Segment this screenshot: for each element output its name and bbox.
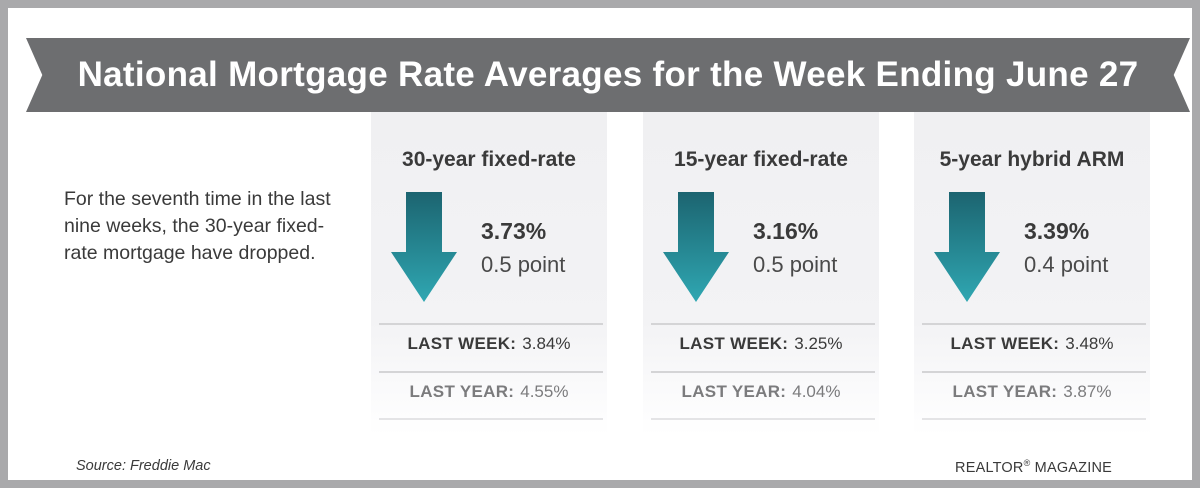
current-rate: 3.39%	[1024, 218, 1090, 244]
last-year-label: LAST YEAR:	[409, 382, 515, 401]
rate-change: 0.5 point	[753, 252, 838, 277]
down-arrow-icon	[391, 192, 457, 302]
rate-card-5-year-arm: 5-year hybrid ARM 3.39% 0.4 point LAST W…	[914, 112, 1150, 436]
publisher-suffix: MAGAZINE	[1030, 459, 1112, 476]
last-week-label: LAST WEEK:	[407, 334, 517, 353]
last-week-label: LAST WEEK:	[679, 334, 789, 353]
last-week-value: 3.84%	[522, 334, 571, 353]
rate-change: 0.5 point	[481, 252, 566, 277]
divider	[651, 371, 875, 373]
divider	[379, 323, 603, 325]
last-year-row: LAST YEAR: 3.87%	[914, 382, 1150, 402]
card-title: 30-year fixed-rate	[402, 148, 576, 171]
rate-card-15-year: 15-year fixed-rate 3.16% 0.5 point LAST …	[643, 112, 879, 436]
current-rate: 3.73%	[481, 218, 547, 244]
publisher-credit: REALTOR® MAGAZINE	[955, 458, 1112, 476]
rate-change: 0.4 point	[1024, 252, 1109, 277]
divider	[379, 418, 603, 420]
source-note: Source: Freddie Mac	[76, 458, 211, 474]
intro-text: For the seventh time in the last nine we…	[64, 188, 331, 264]
down-arrow-icon	[934, 192, 1000, 302]
publisher-name: REALTOR	[955, 459, 1024, 476]
last-week-row: LAST WEEK: 3.48%	[914, 334, 1150, 354]
divider	[379, 371, 603, 373]
down-arrow-icon	[663, 192, 729, 302]
last-year-value: 3.87%	[1063, 382, 1112, 401]
last-week-row: LAST WEEK: 3.84%	[371, 334, 607, 354]
current-rate: 3.16%	[753, 218, 819, 244]
divider	[651, 418, 875, 420]
last-year-row: LAST YEAR: 4.55%	[371, 382, 607, 402]
page-title: National Mortgage Rate Averages for the …	[77, 55, 1139, 94]
divider	[651, 323, 875, 325]
rate-card-30-year: 30-year fixed-rate 3.73% 0.5 point LAST …	[371, 112, 607, 436]
divider	[922, 418, 1146, 420]
last-year-label: LAST YEAR:	[952, 382, 1058, 401]
last-year-value: 4.04%	[792, 382, 841, 401]
last-week-value: 3.48%	[1065, 334, 1114, 353]
last-year-value: 4.55%	[520, 382, 569, 401]
title-banner	[26, 38, 1190, 112]
divider	[922, 323, 1146, 325]
registered-mark: ®	[1023, 458, 1031, 468]
card-title: 15-year fixed-rate	[674, 148, 848, 171]
last-year-label: LAST YEAR:	[681, 382, 787, 401]
last-week-value: 3.25%	[794, 334, 843, 353]
last-week-label: LAST WEEK:	[950, 334, 1060, 353]
last-week-row: LAST WEEK: 3.25%	[643, 334, 879, 354]
divider	[922, 371, 1146, 373]
card-title: 5-year hybrid ARM	[939, 148, 1125, 171]
last-year-row: LAST YEAR: 4.04%	[643, 382, 879, 402]
